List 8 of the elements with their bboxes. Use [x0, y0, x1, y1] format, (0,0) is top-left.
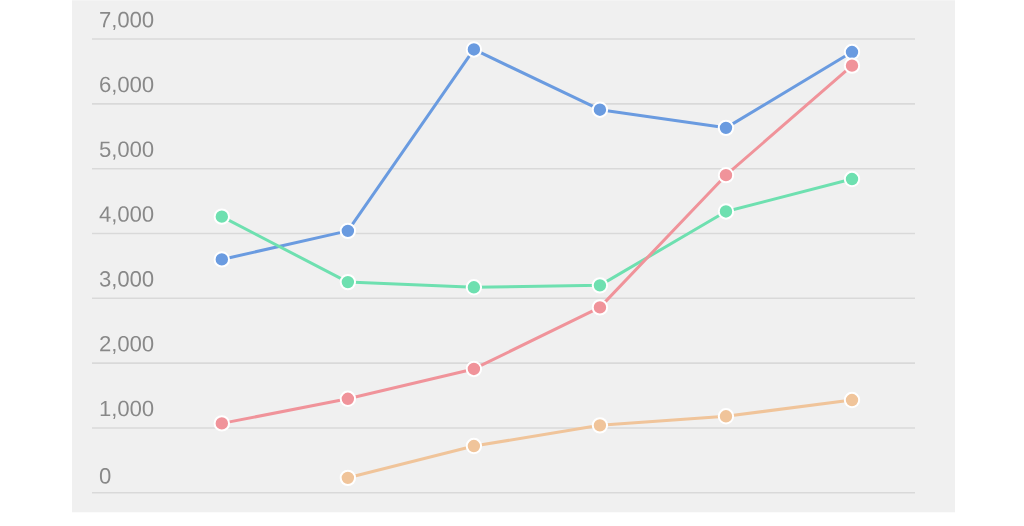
y-tick-label: 5,000 [99, 141, 154, 160]
y-tick-label: 6,000 [100, 76, 154, 95]
y-tick-label: 2,000 [100, 335, 154, 355]
y-tick-label: 7,000 [100, 11, 154, 31]
y-tick-label: 4,000 [99, 206, 154, 225]
y-tick-label: 3,000 [99, 271, 154, 290]
y-tick-label: 0 [99, 468, 111, 484]
y-tick-label: 1,000 [100, 400, 154, 419]
